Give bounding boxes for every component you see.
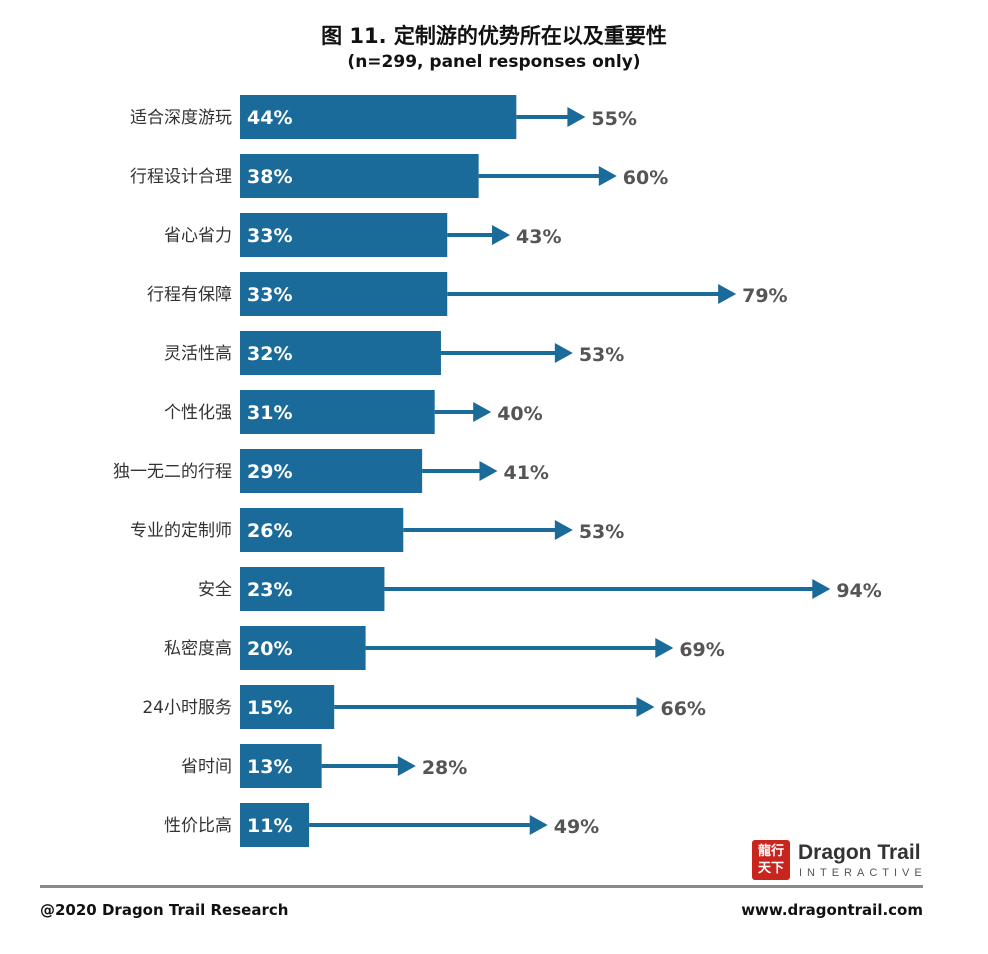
category-label: 私密度高 xyxy=(164,639,232,659)
bar xyxy=(240,508,404,552)
bar-value-label: 13% xyxy=(247,756,292,778)
arrow-value-label: 69% xyxy=(679,639,724,661)
category-label: 性价比高 xyxy=(164,816,232,836)
arrow-head xyxy=(473,402,492,422)
arrow-head xyxy=(529,815,548,835)
bar-value-label: 26% xyxy=(247,520,292,542)
arrow-value-label: 40% xyxy=(497,403,542,425)
bar xyxy=(240,272,448,316)
bar xyxy=(240,567,385,611)
category-label: 适合深度游玩 xyxy=(130,108,232,128)
footer-divider xyxy=(40,885,923,888)
bar xyxy=(240,213,448,257)
arrow-value-label: 53% xyxy=(579,344,624,366)
bar xyxy=(240,744,322,788)
chart-title: 图 11. 定制游的优势所在以及重要性 xyxy=(321,24,667,48)
bar-value-label: 11% xyxy=(247,815,292,837)
bar-value-label: 32% xyxy=(247,343,292,365)
bar xyxy=(240,154,479,198)
category-label: 专业的定制师 xyxy=(130,521,232,541)
bar-value-label: 15% xyxy=(247,697,292,719)
arrow-head xyxy=(718,284,737,304)
arrow-value-label: 66% xyxy=(660,698,705,720)
category-label: 独一无二的行程 xyxy=(113,462,232,482)
category-label: 省心省力 xyxy=(164,226,232,246)
arrow-head xyxy=(636,697,655,717)
footer-copyright: @2020 Dragon Trail Research xyxy=(40,901,289,919)
bar-value-label: 20% xyxy=(247,638,292,660)
bar xyxy=(240,449,423,493)
arrow-head xyxy=(492,225,511,245)
bar-value-label: 38% xyxy=(247,166,292,188)
arrow-head xyxy=(655,638,674,658)
bar xyxy=(240,331,441,375)
arrow-value-label: 28% xyxy=(422,757,467,779)
arrow-value-label: 53% xyxy=(579,521,624,543)
bar-value-label: 29% xyxy=(247,461,292,483)
category-label: 行程有保障 xyxy=(147,285,232,305)
arrow-head xyxy=(479,461,498,481)
bar-value-label: 23% xyxy=(247,579,292,601)
arrow-head xyxy=(567,107,586,127)
arrow-value-label: 49% xyxy=(554,816,599,838)
bar xyxy=(240,626,366,670)
arrow-value-label: 79% xyxy=(742,285,787,307)
bar-value-label: 33% xyxy=(247,225,292,247)
dragon-trail-logo: 龍行 天下 Dragon Trail INTERACTIVE xyxy=(752,840,927,884)
arrow-value-label: 55% xyxy=(591,108,636,130)
bar xyxy=(240,390,435,434)
logo-name: Dragon Trail xyxy=(798,841,921,864)
arrow-value-label: 60% xyxy=(623,167,668,189)
category-label: 安全 xyxy=(198,580,232,600)
category-label: 省时间 xyxy=(181,757,232,777)
arrow-head xyxy=(397,756,416,776)
bar-value-label: 33% xyxy=(247,284,292,306)
arrow-value-label: 94% xyxy=(836,580,881,602)
chart-subtitle: (n=299, panel responses only) xyxy=(347,52,641,72)
arrow-head xyxy=(554,343,573,363)
category-label: 行程设计合理 xyxy=(130,167,232,187)
chart: 适合深度游玩 44% 55% 行程设计合理 38% 60% 省心省力 33% 43% 行程有保障 3… xyxy=(113,95,882,847)
arrow-head xyxy=(812,579,831,599)
category-label: 24小时服务 xyxy=(142,698,232,718)
arrow-head xyxy=(598,166,617,186)
category-label: 个性化强 xyxy=(164,403,232,423)
footer-website: www.dragontrail.com xyxy=(741,901,923,919)
arrow-head xyxy=(554,520,573,540)
logo-mark-icon: 龍行 天下 xyxy=(752,840,790,880)
logo-subtitle: INTERACTIVE xyxy=(799,867,927,879)
bar xyxy=(240,95,517,139)
arrow-value-label: 41% xyxy=(503,462,548,484)
arrow-value-label: 43% xyxy=(516,226,561,248)
bar-value-label: 31% xyxy=(247,402,292,424)
category-label: 灵活性高 xyxy=(164,344,232,364)
bar xyxy=(240,803,310,847)
bar xyxy=(240,685,335,729)
bar-value-label: 44% xyxy=(247,107,292,129)
